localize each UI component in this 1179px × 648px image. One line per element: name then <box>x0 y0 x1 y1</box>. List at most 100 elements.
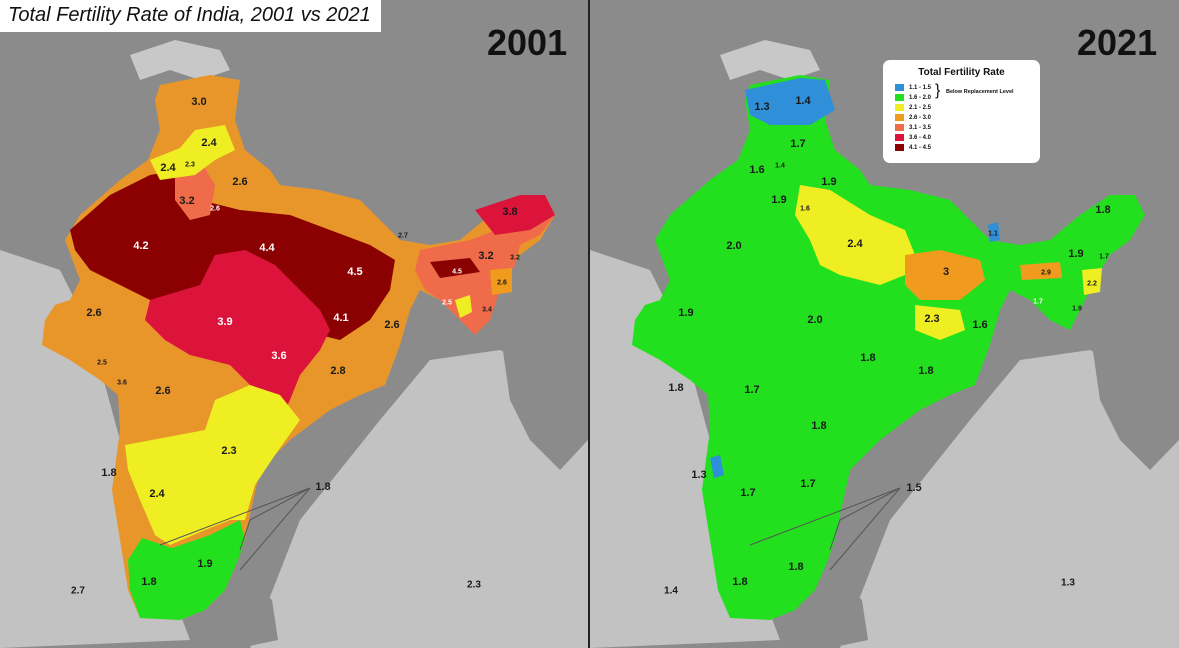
year-label-2021: 2021 <box>1077 22 1158 63</box>
value-label: 1.8 <box>1095 204 1111 216</box>
value-label: 3.0 <box>191 96 207 108</box>
legend-item: 2.6 - 3.0 <box>895 114 931 122</box>
value-label: 1.3 <box>1061 577 1075 589</box>
manipur-2001 <box>490 268 512 295</box>
legend-range: 2.1 - 2.5 <box>909 105 932 112</box>
value-label: 1.6 <box>749 164 765 176</box>
value-label: 1.7 <box>790 138 806 150</box>
bihar-2021 <box>905 250 985 300</box>
legend-range: 4.1 - 4.5 <box>909 145 932 152</box>
value-label: 1.9 <box>197 558 213 570</box>
value-label: 3.6 <box>271 350 287 362</box>
value-label: 2.4 <box>160 162 176 174</box>
value-label: 2.0 <box>726 240 742 252</box>
value-label: 1.9 <box>1072 305 1082 313</box>
value-label: 2.4 <box>201 137 217 149</box>
value-label: 2.5 <box>97 359 107 367</box>
uttar-pradesh-2021 <box>795 185 915 285</box>
value-label: 2.4 <box>847 238 863 250</box>
sri-lanka-2001 <box>240 585 278 648</box>
value-label: 1.8 <box>860 352 876 364</box>
value-label: 2.0 <box>807 314 823 326</box>
goa-2021 <box>710 455 724 478</box>
value-label: 2.3 <box>185 161 195 169</box>
legend-swatch <box>895 134 904 141</box>
value-label: 1.8 <box>732 576 748 588</box>
value-label: 3 <box>942 266 950 278</box>
legend-swatch <box>895 84 904 91</box>
value-label: 1.7 <box>744 384 760 396</box>
madhya-pradesh-2001 <box>145 250 330 420</box>
value-label: 1.7 <box>1033 298 1043 306</box>
value-label: 1.4 <box>795 95 811 107</box>
lakshadweep-leaders-2001 <box>159 487 311 571</box>
value-label: 3.8 <box>502 206 518 218</box>
value-label: 1.1 <box>988 230 998 238</box>
legend-swatch <box>895 94 904 101</box>
value-label: 2.2 <box>1087 280 1097 288</box>
value-label: 1.8 <box>141 576 157 588</box>
india-outline-2021 <box>632 75 1145 620</box>
bay-of-bengal-2001 <box>250 350 588 648</box>
jharkhand-2021 <box>915 305 965 340</box>
bay-of-bengal-2021 <box>840 350 1179 648</box>
value-label: 2.6 <box>497 279 507 287</box>
value-label: 1.7 <box>740 487 756 499</box>
value-label: 2.6 <box>86 307 102 319</box>
value-label: 1.9 <box>1068 248 1084 260</box>
mizoram-2021 <box>1082 268 1102 295</box>
meghalaya-2021 <box>1020 262 1062 280</box>
value-label: 3.2 <box>478 250 494 262</box>
punjab-himachal-2001 <box>150 125 235 180</box>
legend-item: 1.1 - 1.5 <box>895 84 931 92</box>
legend-item: 3.1 - 3.5 <box>895 124 931 132</box>
legend-item: 1.6 - 2.0 <box>895 94 931 102</box>
legend-range: 1.6 - 2.0 <box>909 95 932 102</box>
legend-range: 3.6 - 4.0 <box>909 135 932 142</box>
legend-range: 1.1 - 1.5 <box>909 85 932 92</box>
south-central-2001 <box>125 385 300 545</box>
value-label: 2.6 <box>210 205 220 213</box>
value-label: 1.7 <box>1099 253 1109 261</box>
legend-swatch <box>895 144 904 151</box>
value-label: 2.4 <box>149 488 165 500</box>
value-label: 2.3 <box>221 445 237 457</box>
value-label: 1.8 <box>315 481 331 493</box>
sikkim-2021 <box>988 222 1000 242</box>
myanmar-2001 <box>500 290 588 470</box>
value-label: 1.8 <box>788 561 804 573</box>
value-label: 3.6 <box>117 379 127 387</box>
legend-swatch <box>895 114 904 121</box>
year-label-2001: 2001 <box>487 22 568 63</box>
page-title: Total Fertility Rate of India, 2001 vs 2… <box>0 0 381 32</box>
value-label: 2.3 <box>467 579 481 591</box>
value-label: 1.8 <box>668 382 684 394</box>
value-label: 2.7 <box>398 232 408 240</box>
legend-swatch <box>895 124 904 131</box>
legend-range: 2.6 - 3.0 <box>909 115 932 122</box>
value-label: 3.9 <box>217 316 233 328</box>
legend-swatch <box>895 104 904 111</box>
value-label: 2.7 <box>71 585 85 597</box>
value-label: 1.8 <box>101 467 117 479</box>
value-label: 4.4 <box>259 242 275 254</box>
value-label: 3.2 <box>179 195 195 207</box>
map-2001 <box>0 0 588 648</box>
value-label: 3.2 <box>510 254 520 262</box>
arunachal-2001 <box>475 195 555 235</box>
legend-item: 3.6 - 4.0 <box>895 134 931 142</box>
kerala-tn-2001 <box>128 520 245 620</box>
value-label: 1.9 <box>678 307 694 319</box>
jammu-kashmir-2021 <box>745 78 835 125</box>
value-label: 2.9 <box>1041 269 1051 277</box>
value-label: 1.3 <box>691 469 707 481</box>
legend: Total Fertility Rate 1.1 - 1.5 1.6 - 2.0… <box>883 60 1040 163</box>
legend-note: Below Replacement Level <box>946 89 1014 95</box>
legend-title: Total Fertility Rate <box>918 67 1005 78</box>
value-label: 2.8 <box>330 365 346 377</box>
meghalaya-2001 <box>430 258 480 278</box>
value-label: 1.3 <box>754 101 770 113</box>
value-label: 2.3 <box>924 313 940 325</box>
value-label: 1.8 <box>811 420 827 432</box>
